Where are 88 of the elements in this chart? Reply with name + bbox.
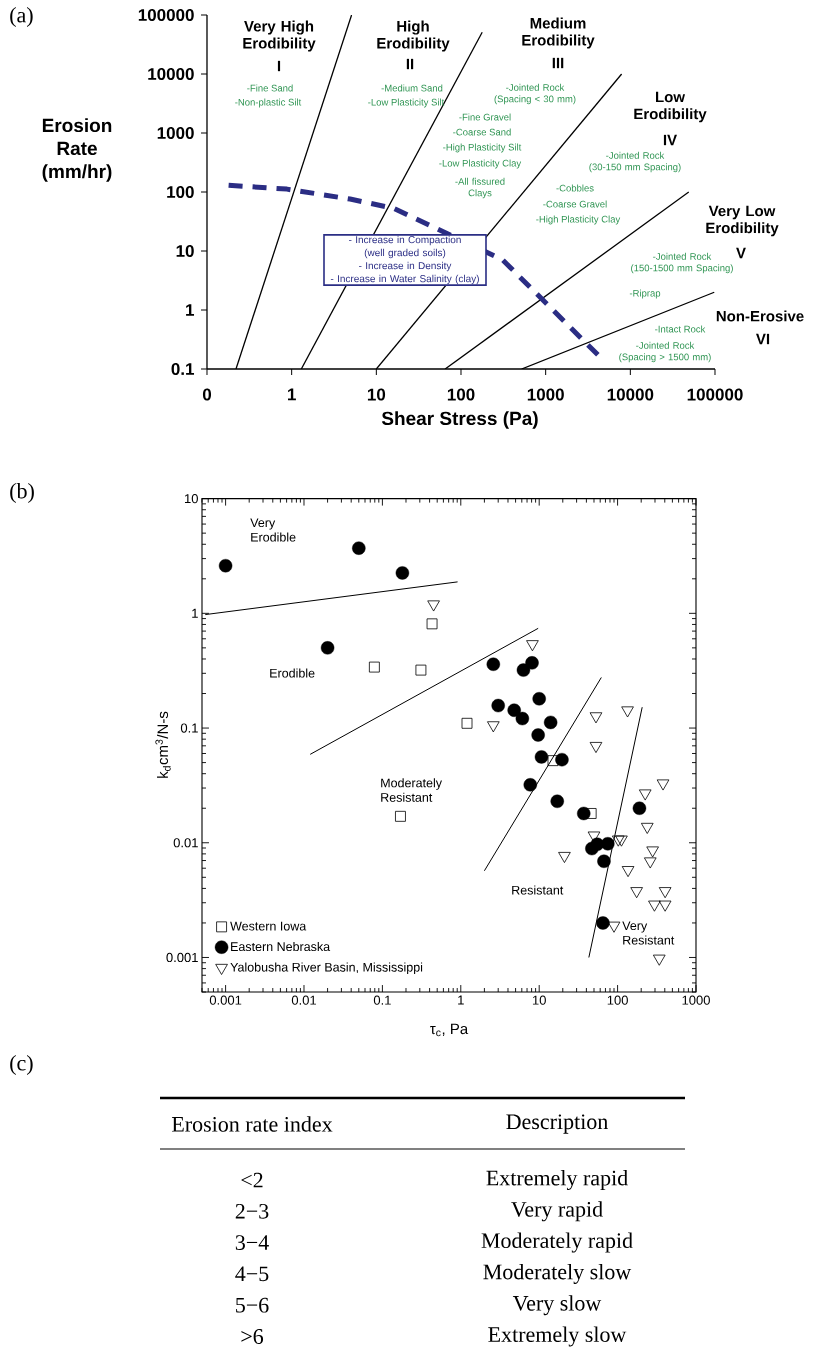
annotation: Very High Erodibility [243,20,316,52]
annotation: Very Resistant [622,921,675,945]
y-tick-label: 0.1 [171,362,195,376]
y-tick-label: 10 [176,244,194,258]
y-tick-label: 1 [186,304,195,316]
y-tick-label: 0.1 [180,723,198,733]
annotation: - Increase in Water Salinity (clay) [330,274,479,285]
annotation: Very Erodible [250,518,296,542]
x-tick-label: 10 [367,388,386,401]
text: >6 [241,1329,264,1344]
annotation: -Coarse Gravel [543,200,607,208]
x-tick-label: 100000 [687,388,743,401]
annotation: III [552,57,564,69]
annotation: -Cobbles [556,184,594,192]
annotation: -Jointed Rock (Spacing < 30 mm) [494,83,576,105]
legend-label: Western Iowa [230,921,307,931]
text: Extremely slow [488,1326,627,1347]
x-tick-label: 1 [288,388,296,401]
x-tick-label: 100 [607,995,628,1005]
annotation: -Coarse Sand [453,128,511,136]
annotation: Low Erodibility [634,91,707,123]
x-tick-label: 100 [447,388,475,401]
annotation: I [277,60,281,72]
x-tick-label: 10000 [607,388,654,401]
y-tick-label: 0.01 [173,838,198,848]
text: Non-Erosive [716,310,804,322]
annotation: - Increase in Compaction (well graded soils) [349,235,461,259]
annotation: Resistant [512,885,564,895]
text: Moderately slow [483,1263,632,1284]
x-tick-label: 0.001 [209,995,242,1005]
text: Moderately rapid [481,1232,633,1253]
annotation: -Fine Sand [247,84,293,92]
x-axis-title: Shear Stress (Pa) [381,411,538,429]
x-tick-label: 0 [202,388,212,401]
text: 2−3 [235,1203,269,1219]
annotation: Medium Erodibility [522,17,595,49]
annotation: Very Low Erodibility [706,205,779,237]
y-tick-label: 10000 [148,67,194,81]
y-tick-label: 1 [192,608,198,618]
y-tick-label: 100000 [138,8,194,22]
text: VI [756,333,770,345]
text: Very rapid [511,1201,603,1222]
annotation: -Jointed Rock (150-1500 mm Spacing) [631,252,733,274]
text: (b) [10,483,34,503]
annotation: -Riprap [629,289,661,299]
x-tick-label: 0.1 [373,995,391,1005]
x-tick-label: 1 [458,995,464,1005]
annotation: -High Plasticity Silt [443,143,522,153]
x-axis-title: τ$_{c}$, Pa [430,1023,469,1037]
annotation: -Fine Gravel [459,113,511,121]
y-tick-label: 0.001 [166,952,198,963]
text: (a) [10,7,33,27]
annotation: Moderately Resistant [381,778,442,802]
text: Erosion rate index [171,1116,333,1132]
annotation: High Erodibility [377,20,450,52]
x-tick-label: 1000 [527,388,564,401]
annotation: -Jointed Rock (Spacing > 1500 mm) [619,341,711,363]
annotation: -Non-plastic Silt [235,98,302,108]
annotation: -Intact Rock [655,325,706,333]
annotation: -High Plasticity Clay [536,215,621,225]
annotation: -All fissured Clays [455,177,505,199]
y-axis-title: k$_{d}$cm$^{3}$/N-s [155,711,171,778]
annotation: - Increase in Density [359,261,452,272]
y-tick-label: 100 [167,185,194,199]
y-tick-label: 1000 [157,126,194,140]
text: Description [506,1114,608,1134]
annotation: -Medium Sand [381,84,443,92]
y-tick-label: 10 [184,494,198,504]
annotation: -Low Plasticity Silt [368,98,445,108]
text: 4−5 [235,1266,269,1282]
text: 5−6 [236,1297,269,1313]
text: Very slow [512,1295,602,1316]
text: (c) [10,1055,33,1075]
text: 3−4 [235,1235,269,1250]
x-tick-label: 1000 [682,995,710,1005]
annotation: II [406,58,414,70]
legend-label: Eastern Nebraska [231,941,331,952]
x-tick-label: 0.01 [291,995,317,1005]
text: V [736,247,746,259]
text: Extremely rapid [486,1170,628,1191]
annotation: IV [663,134,677,146]
x-tick-label: 10 [532,995,546,1005]
y-axis-title: Erosion Rate (mm/hr) [42,118,112,182]
legend-label: Yalobusha River Basin, Mississippi [230,962,423,975]
annotation: Erodible [270,668,315,678]
text: <2 [241,1172,263,1188]
annotation: -Jointed Rock (30-150 mm Spacing) [589,151,681,173]
annotation: -Low Plasticity Clay [439,159,522,169]
